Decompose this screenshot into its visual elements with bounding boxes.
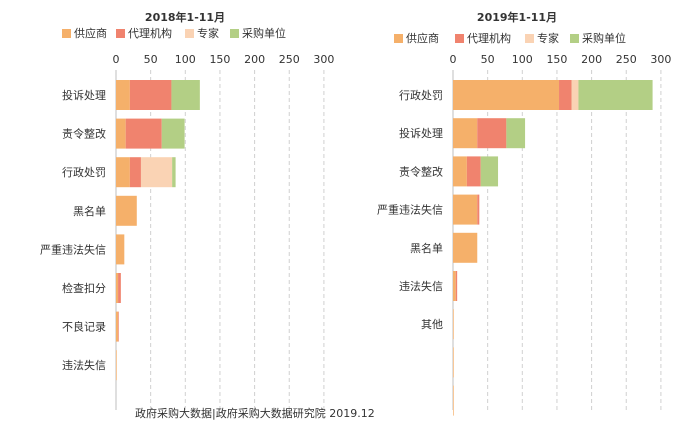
bar-segment (455, 271, 458, 301)
bar-segment (453, 271, 456, 301)
category-label: 黑名单 (73, 204, 106, 218)
category-label: 行政处罚 (399, 88, 443, 102)
category-label: 投诉处理 (62, 88, 106, 102)
bar-segment (116, 80, 130, 110)
x-tick-label: 0 (450, 53, 457, 66)
x-tick-label: 200 (581, 53, 602, 66)
x-tick-label: 300 (313, 53, 334, 66)
legend-swatch (455, 34, 464, 43)
legend-swatch (116, 29, 125, 38)
x-tick-label: 250 (616, 53, 637, 66)
legend-label: 供应商 (74, 26, 107, 40)
legend-label: 供应商 (406, 31, 439, 45)
bar-segment (129, 80, 172, 110)
x-tick-label: 100 (512, 53, 533, 66)
category-label: 严重违法失信 (40, 242, 106, 256)
bar-segment (161, 118, 185, 149)
category-label: 投诉处理 (399, 126, 443, 140)
category-label: 黑名单 (410, 241, 443, 255)
legend-label: 采购单位 (582, 31, 626, 45)
bar-segment (172, 157, 176, 188)
category-label: 严重违法失信 (377, 203, 443, 217)
legend-swatch (570, 34, 579, 43)
category-label: 违法失信 (62, 358, 106, 372)
x-tick-label: 200 (244, 53, 265, 66)
legend-label: 代理机构 (128, 26, 172, 40)
bar-segment (466, 156, 481, 187)
bar-segment (140, 157, 173, 188)
category-label: 行政处罚 (62, 165, 106, 179)
bar-segment (477, 194, 480, 225)
x-tick-label: 300 (650, 53, 671, 66)
bar-segment (116, 118, 126, 149)
bar-segment (118, 311, 119, 342)
legend-label: 采购单位 (242, 26, 286, 40)
legend-swatch (394, 34, 403, 43)
legend-label: 专家 (537, 31, 559, 45)
legend-swatch (62, 29, 71, 38)
bar-segment (453, 156, 467, 187)
bar-segment (559, 80, 572, 110)
bar-segment (453, 118, 478, 149)
x-tick-label: 100 (175, 53, 196, 66)
chart-title: 2019年1-11月 (477, 10, 557, 24)
x-tick-label: 150 (546, 53, 567, 66)
category-label: 违法失信 (399, 279, 443, 293)
bar-segment (116, 157, 130, 188)
bar-segment (571, 80, 579, 110)
category-label: 检查扣分 (62, 281, 106, 295)
legend-label: 专家 (197, 26, 219, 40)
bar-segment (129, 157, 141, 188)
bar-segment (453, 385, 454, 416)
legend-swatch (185, 29, 194, 38)
bar-segment (171, 80, 200, 110)
bar-segment (453, 309, 454, 340)
source-note: 政府采购大数据|政府采购大数据研究院 2019.12 (135, 407, 375, 420)
bar-segment (116, 350, 117, 381)
legend-swatch (525, 34, 534, 43)
bar-segment (453, 232, 478, 263)
x-tick-label: 150 (209, 53, 230, 66)
category-label: 责令整改 (399, 164, 443, 178)
bar-segment (453, 80, 560, 110)
legend-swatch (230, 29, 239, 38)
bar-segment (118, 273, 121, 303)
bar-segment (477, 118, 507, 149)
x-tick-label: 250 (279, 53, 300, 66)
bar-segment (506, 118, 526, 149)
bar-segment (116, 234, 125, 265)
bar-segment (125, 118, 162, 149)
bar-segment (480, 156, 499, 187)
x-tick-label: 50 (481, 53, 495, 66)
category-label: 不良记录 (62, 320, 106, 334)
bar-segment (116, 311, 119, 342)
bar-segment (116, 273, 119, 303)
chart-title: 2018年1-11月 (145, 10, 225, 24)
category-label: 其他 (421, 318, 443, 331)
x-tick-label: 50 (144, 53, 158, 66)
bar-segment (116, 195, 137, 226)
bar-segment (453, 194, 478, 225)
legend-label: 代理机构 (467, 31, 511, 45)
bar-segment (453, 347, 454, 378)
x-tick-label: 0 (113, 53, 120, 66)
bar-segment (578, 80, 653, 110)
category-label: 责令整改 (62, 127, 106, 141)
